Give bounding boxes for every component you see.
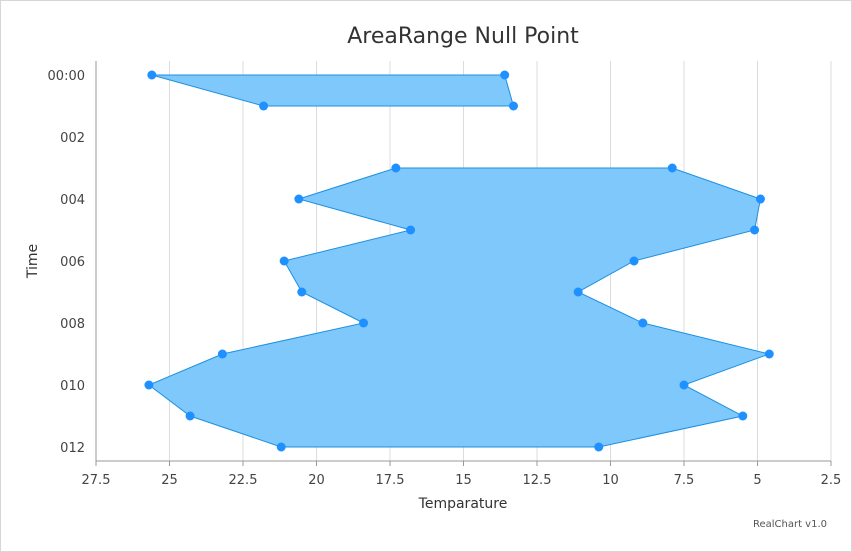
chart-title: AreaRange Null Point	[347, 24, 579, 49]
point-layer	[144, 70, 774, 452]
low-point[interactable]	[594, 442, 604, 452]
y-tick-label: 004	[60, 193, 85, 208]
x-tick-label: 12.5	[523, 473, 552, 488]
y-tick-label: 010	[60, 379, 85, 394]
low-point[interactable]	[500, 70, 510, 80]
low-point[interactable]	[667, 163, 677, 173]
low-point[interactable]	[629, 256, 639, 266]
x-tick-label: 7.5	[674, 473, 695, 488]
x-tick-label: 15	[455, 473, 472, 488]
y-tick-label: 008	[60, 317, 85, 332]
low-point[interactable]	[764, 349, 774, 359]
y-axis-title: Time	[25, 244, 41, 279]
low-point[interactable]	[508, 101, 518, 111]
x-tick-label: 25	[161, 473, 178, 488]
x-axis-title: Temparature	[418, 496, 508, 512]
y-tick-label: 00:00	[48, 69, 85, 84]
x-tick-label: 20	[308, 473, 325, 488]
high-point[interactable]	[406, 225, 416, 235]
high-point[interactable]	[297, 287, 307, 297]
range-area	[147, 167, 771, 448]
high-point[interactable]	[279, 256, 289, 266]
high-point[interactable]	[294, 194, 304, 204]
high-point[interactable]	[217, 349, 227, 359]
x-tick-label: 2.5	[821, 473, 842, 488]
low-point[interactable]	[750, 225, 760, 235]
high-point[interactable]	[359, 318, 369, 328]
y-tick-label: 012	[60, 441, 85, 456]
high-point[interactable]	[147, 70, 157, 80]
y-tick-label: 002	[60, 131, 85, 146]
high-point[interactable]	[144, 380, 154, 390]
high-point[interactable]	[185, 411, 195, 421]
chart-credit: RealChart v1.0	[753, 519, 827, 530]
axis-layer: 27.5 25 22.5 20 17.5 15 12.5 10 7.5 5 2.5 00:00 002 0…	[48, 61, 842, 488]
low-point[interactable]	[679, 380, 689, 390]
low-point[interactable]	[638, 318, 648, 328]
x-tick-label: 22.5	[229, 473, 258, 488]
x-tick-label: 10	[602, 473, 619, 488]
high-point[interactable]	[276, 442, 286, 452]
low-point[interactable]	[573, 287, 583, 297]
high-point[interactable]	[391, 163, 401, 173]
high-point[interactable]	[259, 101, 269, 111]
low-point[interactable]	[755, 194, 765, 204]
x-tick-label: 17.5	[376, 473, 405, 488]
y-tick-label: 006	[60, 255, 85, 270]
x-tick-label: 27.5	[82, 473, 111, 488]
low-point[interactable]	[738, 411, 748, 421]
area-layer	[147, 74, 771, 448]
x-tick-label: 5	[753, 473, 761, 488]
range-area	[151, 74, 515, 107]
